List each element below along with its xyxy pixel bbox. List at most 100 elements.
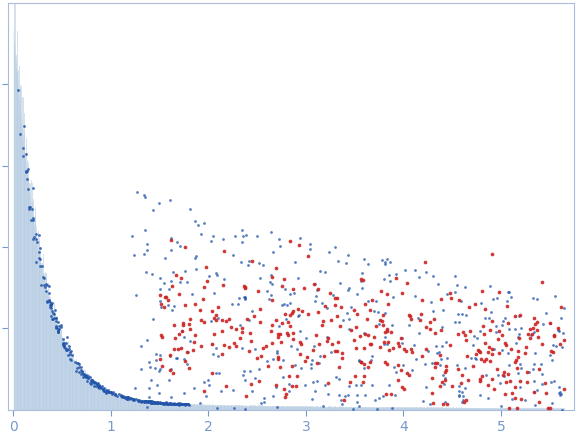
Point	[484, 343, 493, 350]
Point	[174, 291, 183, 298]
Point	[233, 301, 242, 308]
Point	[312, 292, 321, 299]
Point	[313, 359, 322, 366]
Point	[454, 319, 463, 326]
Point	[466, 354, 475, 361]
Point	[192, 265, 201, 272]
Point	[139, 397, 148, 404]
Point	[389, 364, 398, 371]
Point	[153, 399, 163, 406]
Point	[122, 395, 132, 402]
Point	[530, 401, 539, 408]
Point	[143, 398, 152, 405]
Point	[40, 274, 49, 281]
Point	[354, 357, 364, 364]
Point	[164, 302, 173, 309]
Point	[256, 274, 265, 281]
Point	[186, 315, 195, 322]
Point	[307, 361, 316, 368]
Point	[18, 145, 28, 152]
Point	[557, 343, 567, 350]
Point	[541, 309, 550, 316]
Point	[503, 298, 512, 305]
Point	[506, 293, 515, 300]
Point	[132, 291, 141, 298]
Point	[363, 260, 372, 267]
Point	[232, 326, 241, 333]
Point	[185, 365, 194, 372]
Point	[177, 400, 186, 407]
Point	[276, 243, 285, 250]
Point	[288, 309, 297, 316]
Point	[332, 373, 341, 380]
Point	[451, 288, 460, 295]
Point	[183, 401, 193, 408]
Point	[183, 349, 192, 356]
Point	[380, 309, 389, 316]
Point	[180, 357, 189, 364]
Point	[159, 304, 168, 311]
Point	[245, 329, 254, 336]
Point	[55, 323, 64, 329]
Point	[374, 395, 384, 402]
Point	[45, 301, 54, 308]
Point	[208, 350, 217, 357]
Point	[461, 284, 470, 291]
Point	[554, 326, 563, 333]
Point	[429, 399, 438, 406]
Point	[455, 296, 464, 303]
Point	[515, 377, 524, 384]
Point	[299, 284, 309, 291]
Point	[545, 352, 554, 359]
Point	[101, 389, 110, 396]
Point	[410, 341, 419, 348]
Point	[438, 379, 447, 386]
Point	[87, 377, 96, 384]
Point	[155, 368, 164, 375]
Point	[556, 392, 565, 399]
Point	[100, 388, 109, 395]
Point	[52, 318, 61, 325]
Point	[427, 389, 436, 396]
Point	[72, 360, 81, 367]
Point	[369, 334, 379, 341]
Point	[106, 389, 115, 396]
Point	[82, 374, 91, 381]
Point	[335, 279, 344, 286]
Point	[288, 336, 298, 343]
Point	[324, 335, 333, 342]
Point	[80, 372, 89, 379]
Point	[387, 322, 396, 329]
Point	[381, 259, 390, 266]
Point	[540, 379, 549, 386]
Point	[148, 316, 158, 323]
Point	[358, 276, 367, 283]
Point	[423, 347, 432, 354]
Point	[168, 269, 177, 276]
Point	[141, 397, 151, 404]
Point	[436, 361, 445, 368]
Point	[43, 298, 52, 305]
Point	[218, 316, 227, 323]
Point	[211, 316, 220, 323]
Point	[60, 345, 69, 352]
Point	[156, 399, 165, 406]
Point	[377, 317, 387, 324]
Point	[383, 256, 392, 263]
Point	[183, 349, 193, 356]
Point	[498, 347, 507, 354]
Point	[140, 191, 149, 198]
Point	[266, 327, 275, 334]
Point	[189, 384, 198, 391]
Point	[204, 382, 213, 389]
Point	[155, 285, 164, 292]
Point	[196, 231, 205, 238]
Point	[265, 278, 275, 285]
Point	[66, 356, 76, 363]
Point	[226, 324, 235, 331]
Point	[120, 393, 129, 400]
Point	[381, 260, 390, 267]
Point	[118, 393, 127, 400]
Point	[31, 236, 40, 243]
Point	[133, 396, 143, 403]
